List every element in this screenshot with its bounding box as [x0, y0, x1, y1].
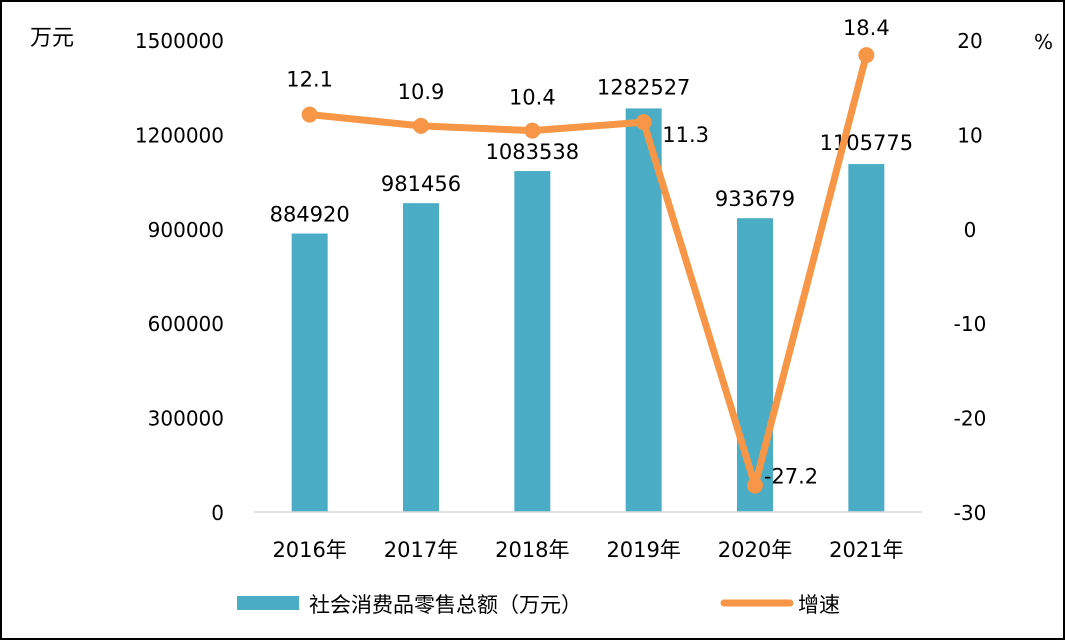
growth-point: [413, 117, 429, 134]
growth-point: [524, 122, 541, 139]
axis-labels-group: 0 300000 600000 900000 1200000 1500000 -30 -20 -…: [135, 29, 986, 562]
bar: [625, 108, 662, 512]
growth-line: [306, 51, 870, 490]
growth-point: [301, 106, 318, 123]
x-axis-category-label: 2021年: [829, 538, 903, 562]
right-axis-tick-label: 20: [957, 29, 982, 53]
x-axis-category-label: 2019年: [606, 538, 680, 562]
growth-data-label: -27.2: [764, 465, 818, 489]
bar: [403, 203, 439, 512]
legend: 社会消费品零售总额（万元） 增速: [237, 593, 840, 617]
right-axis-unit: %: [1034, 30, 1053, 54]
right-axis-tick-label: 0: [964, 218, 977, 242]
bar: [291, 233, 328, 512]
x-axis-category-label: 2020年: [718, 538, 792, 562]
left-axis-tick-label: 1500000: [135, 29, 224, 53]
growth-point: [747, 477, 763, 494]
growth-data-label: 10.9: [398, 80, 445, 104]
x-axis-category-label: 2018年: [495, 538, 569, 562]
left-axis-tick-label: 0: [211, 501, 224, 525]
x-axis-category-label: 2017年: [384, 538, 458, 562]
left-axis-unit: 万元: [30, 26, 74, 51]
right-axis-tick-label: -20: [954, 407, 987, 431]
right-axis-tick-label: -30: [954, 501, 987, 525]
legend-swatch-bar: [237, 596, 299, 610]
bar-data-label: 981456: [381, 172, 461, 196]
legend-label-line: 增速: [798, 593, 840, 617]
bar: [848, 164, 885, 512]
left-axis-tick-label: 1200000: [135, 123, 224, 147]
growth-data-label: 10.4: [509, 86, 556, 110]
bar-data-label: 1105775: [820, 131, 914, 155]
bar-data-label: 933679: [715, 187, 795, 211]
bar-data-label: 1282527: [597, 75, 691, 99]
growth-point: [858, 47, 875, 64]
right-axis-tick-label: 10: [957, 123, 982, 147]
left-axis-tick-label: 300000: [148, 407, 224, 431]
legend-label-bar: 社会消费品零售总额（万元）: [309, 593, 582, 617]
growth-data-label: 11.3: [662, 123, 709, 147]
growth-point: [635, 114, 652, 131]
bar: [514, 171, 551, 513]
left-axis-tick-label: 900000: [148, 218, 224, 242]
left-axis-tick-label: 600000: [148, 312, 224, 336]
bar-data-label: 1083538: [486, 140, 580, 164]
line-series-group: 12.1 10.9 10.4 11.3 -27.2 18.4: [286, 16, 890, 494]
growth-data-label: 12.1: [286, 68, 333, 92]
bar-series-group: 884920 981456 1083538 1282527 933679 1105775: [270, 75, 914, 513]
growth-data-label: 18.4: [843, 16, 890, 40]
right-axis-tick-label: -10: [954, 312, 987, 336]
x-axis-category-label: 2016年: [272, 538, 346, 562]
bar: [737, 218, 773, 513]
bar-data-label: 884920: [270, 203, 350, 227]
